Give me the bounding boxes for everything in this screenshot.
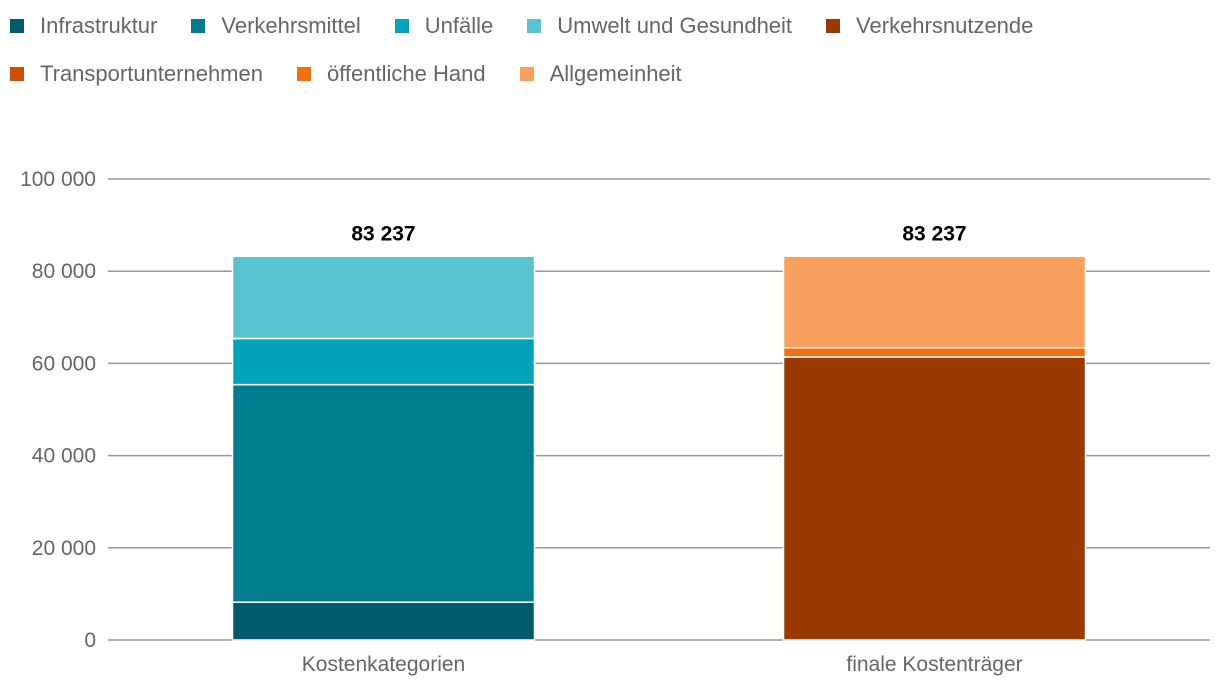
bar-segment [231,383,536,603]
legend-label-transportunternehmen: Transportunternehmen [40,61,263,86]
x-category-label: Kostenkategorien [302,653,465,676]
legend-item-umwelt: Umwelt und Gesundheit [527,13,792,39]
y-tick-label: 100 000 [20,168,96,191]
legend-swatch-umwelt [527,19,542,33]
bar-segment [231,255,536,340]
legend-swatch-transportunternehmen [10,67,24,81]
legend-label-allgemeinheit: Allgemeinheit [549,61,682,86]
y-tick-label: 40 000 [32,445,96,468]
legend-swatch-verkehrsmittel [191,19,206,33]
legend-swatch-allgemeinheit [519,67,534,81]
legend-label-oeffentliche-hand: öffentliche Hand [326,61,486,86]
y-tick-label: 20 000 [32,537,96,560]
bar-segment [782,346,1087,358]
legend-label-umwelt: Umwelt und Gesundheit [557,13,793,38]
legend-swatch-verkehrsnutzende [826,19,841,33]
legend-item-transportunternehmen: Transportunternehmen [10,61,263,87]
legend-item-verkehrsmittel: Verkehrsmittel [191,13,361,39]
legend: Infrastruktur Verkehrsmittel Unfälle Umw… [10,10,1210,106]
legend-row-1: Infrastruktur Verkehrsmittel Unfälle Umw… [10,10,1210,42]
x-category-label: finale Kostenträger [846,653,1022,676]
y-tick-label: 0 [84,629,96,652]
legend-swatch-unfaelle [394,19,409,33]
bar-segment [782,356,1087,641]
legend-row-2: Transportunternehmen öffentliche Hand Al… [10,58,1210,90]
bar-total-label: 83 237 [902,222,966,245]
legend-swatch-oeffentliche-hand [296,67,311,81]
y-tick-label: 80 000 [32,260,96,283]
legend-item-verkehrsnutzende: Verkehrsnutzende [826,13,1033,39]
legend-swatch-infrastruktur [10,19,24,33]
y-tick-label: 60 000 [32,352,96,375]
legend-label-infrastruktur: Infrastruktur [40,13,158,38]
legend-item-infrastruktur: Infrastruktur [10,13,157,39]
bar-segment [231,601,536,641]
bar-segment [231,337,536,386]
legend-label-verkehrsnutzende: Verkehrsnutzende [856,13,1034,38]
bar-total-label: 83 237 [351,222,415,245]
legend-label-verkehrsmittel: Verkehrsmittel [221,13,361,38]
legend-item-oeffentliche-hand: öffentliche Hand [296,61,486,87]
legend-item-unfaelle: Unfälle [394,13,494,39]
legend-item-allgemeinheit: Allgemeinheit [519,61,682,87]
legend-label-unfaelle: Unfälle [424,13,494,38]
bar-segment [782,255,1087,349]
